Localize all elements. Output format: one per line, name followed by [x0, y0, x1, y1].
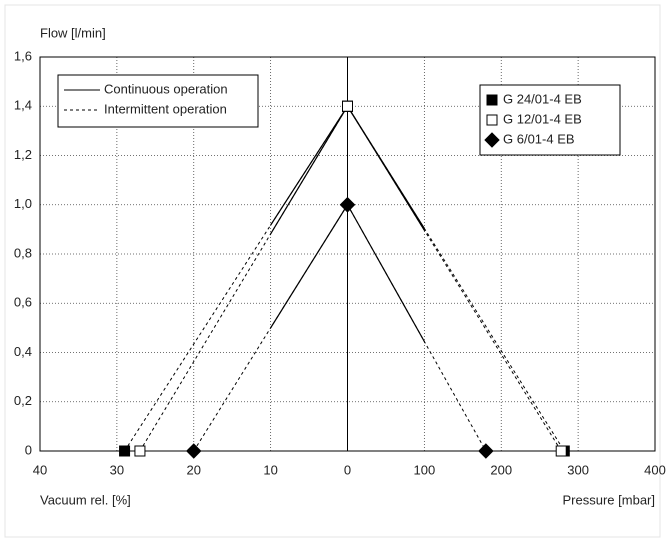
legend-label: G 24/01-4 EB: [503, 91, 582, 106]
y-tick-label: 1,6: [14, 48, 32, 63]
marker: [119, 445, 131, 457]
y-tick-label: 1,4: [14, 98, 32, 113]
x-axis-label: Vacuum rel. [%]: [40, 492, 131, 507]
legend-box: [479, 84, 621, 156]
y-tick-label: 1,0: [14, 196, 32, 211]
y-tick-label: 0: [25, 442, 32, 457]
marker: [478, 443, 494, 459]
continuous-line: [270, 204, 349, 329]
x2-tick-label: 300: [567, 462, 589, 477]
continuous-line: [346, 204, 425, 342]
marker: [186, 443, 202, 459]
x-tick-label: 40: [33, 462, 47, 477]
x-tick-label: 30: [110, 462, 124, 477]
x2-tick-label: 400: [644, 462, 666, 477]
frame: [4, 4, 661, 538]
y-tick-label: 1,2: [14, 147, 32, 162]
intermittent-line: [347, 204, 487, 452]
continuous-line: [346, 105, 425, 231]
legend-label: G 6/01-4 EB: [503, 131, 575, 146]
marker: [555, 445, 567, 457]
x-tick-label: 20: [187, 462, 201, 477]
x2-axis-label: Pressure [mbar]: [563, 492, 655, 507]
y-tick-label: 0,2: [14, 393, 32, 408]
marker: [339, 197, 356, 213]
x2-tick-label: 200: [490, 462, 512, 477]
legend-label: Continuous operation: [104, 81, 228, 96]
continuous-line: [270, 105, 349, 226]
x2-tick-label: 100: [414, 462, 436, 477]
marker: [134, 445, 146, 457]
y-tick-label: 0,4: [14, 344, 32, 359]
legend-box: [57, 74, 259, 128]
y-axis-label: Flow [l/min]: [40, 25, 106, 40]
y-tick-label: 0,8: [14, 245, 32, 260]
legend-marker: [484, 132, 500, 148]
legend-marker: [486, 94, 498, 106]
x-tick-label: 0: [344, 462, 351, 477]
marker: [342, 100, 353, 112]
legend-label: Intermittent operation: [104, 101, 227, 116]
legend-label: G 12/01-4 EB: [503, 111, 582, 126]
intermittent-line: [139, 105, 348, 452]
y-tick-label: 0,6: [14, 295, 32, 310]
legend-marker: [486, 114, 498, 126]
continuous-line: [270, 105, 349, 235]
x-tick-label: 10: [263, 462, 277, 477]
